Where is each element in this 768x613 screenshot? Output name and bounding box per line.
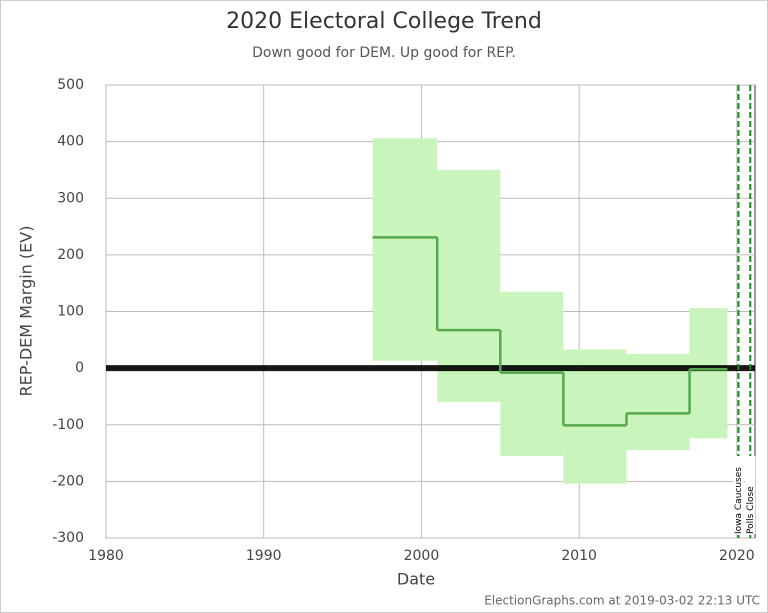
chart-subtitle: Down good for DEM. Up good for REP. <box>252 45 516 61</box>
x-tick-label: 1980 <box>88 548 124 564</box>
y-tick-label: 500 <box>57 77 84 93</box>
x-tick-label: 1990 <box>246 548 282 564</box>
x-tick-label: 2000 <box>404 548 440 564</box>
footer: ElectionGraphs.com at 2019-03-02 22:13 U… <box>484 594 760 608</box>
y-tick-label: -300 <box>52 530 84 546</box>
x-tick-label: 2010 <box>561 548 597 564</box>
y-tick-label: 100 <box>57 304 84 320</box>
y-tick-label: 400 <box>57 134 84 150</box>
range-band <box>689 308 728 439</box>
range-band <box>563 349 627 484</box>
y-tick-label: 200 <box>57 247 84 263</box>
event-label: Polls Close <box>746 486 756 534</box>
x-axis-label: Date <box>397 570 435 589</box>
event-label-bg <box>733 456 744 534</box>
range-band <box>372 138 438 361</box>
chart-title: 2020 Electoral College Trend <box>226 9 542 34</box>
range-band <box>437 169 501 403</box>
y-tick-label: 300 <box>57 190 84 206</box>
y-tick-label: -200 <box>52 473 84 489</box>
y-tick-label: -100 <box>52 417 84 433</box>
y-axis-label: REP-DEM Margin (EV) <box>17 226 36 397</box>
x-tick-label: 2020 <box>719 548 755 564</box>
y-tick-label: 0 <box>75 360 84 376</box>
event-label: Iowa Caucuses <box>734 467 744 534</box>
event-label-bg <box>745 456 756 534</box>
